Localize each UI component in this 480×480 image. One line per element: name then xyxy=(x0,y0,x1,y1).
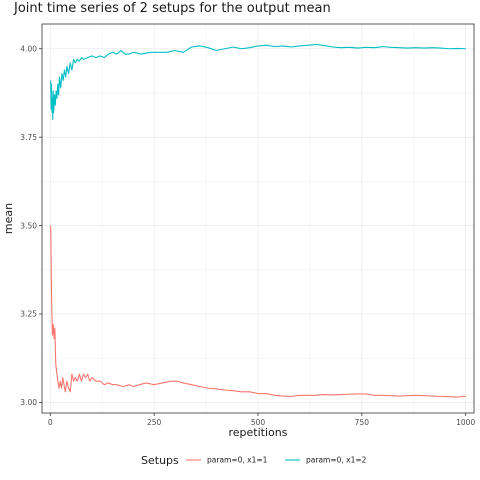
legend-label-2: param=0, x1=2 xyxy=(306,456,367,465)
y-tick-label: 3.00 xyxy=(20,398,37,407)
chart-title: Joint time series of 2 setups for the ou… xyxy=(14,1,331,16)
y-axis-title: mean xyxy=(2,203,15,234)
legend: Setups param=0, x1=1 param=0, x1=2 xyxy=(141,454,367,467)
legend-label-1: param=0, x1=1 xyxy=(207,456,268,465)
x-tick-label: 500 xyxy=(251,418,266,427)
x-tick-label: 250 xyxy=(147,418,162,427)
series-line-1 xyxy=(50,225,466,398)
axis-layer: 0 250 500 750 1000 3.00 3.25 3.50 3.75 4.00 xyxy=(20,44,475,427)
series-layer xyxy=(50,43,466,398)
y-tick-label: 4.00 xyxy=(20,44,37,53)
x-tick-label: 750 xyxy=(355,418,370,427)
x-axis-title: repetitions xyxy=(229,426,288,439)
y-tick-label: 3.50 xyxy=(20,221,37,230)
y-tick-label: 3.25 xyxy=(20,310,37,319)
series-line-2 xyxy=(50,43,466,121)
x-tick-label: 0 xyxy=(48,418,53,427)
y-tick-label: 3.75 xyxy=(20,133,37,142)
x-tick-label: 1000 xyxy=(456,418,475,427)
legend-title: Setups xyxy=(141,454,179,467)
